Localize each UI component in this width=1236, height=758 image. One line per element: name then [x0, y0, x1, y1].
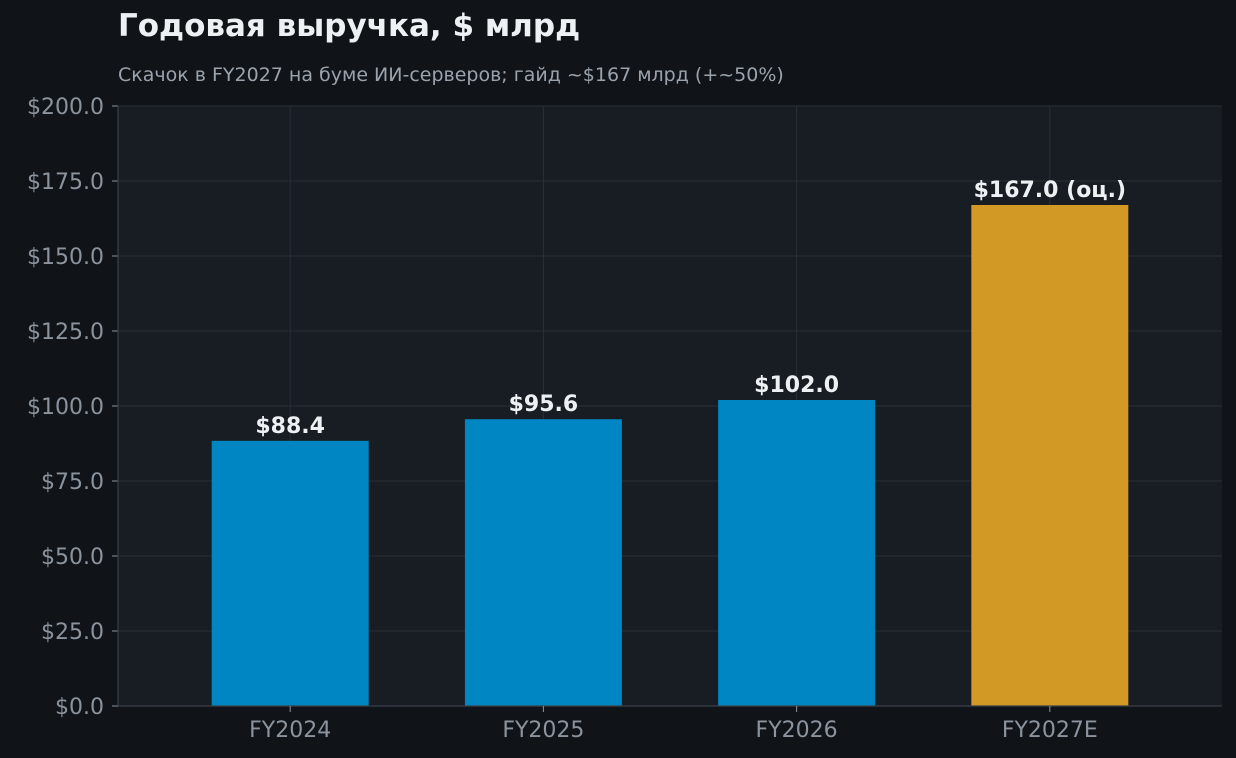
y-tick-label: $0.0: [55, 695, 104, 720]
data-label-fy2026: $102.0: [754, 373, 839, 398]
bar-fy2025: [464, 419, 622, 706]
data-label-fy2024: $88.4: [255, 414, 325, 439]
chart-subtitle: Скачок в FY2027 на буме ИИ-серверов; гай…: [118, 64, 784, 86]
x-tick-label: FY2024: [249, 718, 331, 743]
bar-fy2024: [211, 440, 369, 706]
chart-title: Годовая выручка, $ млрд: [118, 8, 581, 44]
bar-fy2026: [718, 400, 876, 706]
y-tick-label: $75.0: [41, 470, 104, 495]
x-tick-label: FY2025: [502, 718, 584, 743]
data-label-fy2025: $95.6: [509, 392, 579, 417]
y-tick-label: $50.0: [41, 545, 104, 570]
data-labels: $88.4 $95.6 $102.0 $167.0 (оц.): [255, 178, 1126, 439]
y-tick-label: $175.0: [27, 170, 104, 195]
y-tick-label: $150.0: [27, 245, 104, 270]
bars: [211, 205, 1129, 706]
y-tick-label: $100.0: [27, 395, 104, 420]
bar-fy2027e: [971, 205, 1129, 706]
y-axis: $0.0 $25.0 $50.0 $75.0 $100.0 $125.0 $150.0 $17…: [27, 95, 119, 720]
y-tick-label: $200.0: [27, 95, 104, 120]
x-axis: FY2024 FY2025 FY2026 FY2027E: [118, 705, 1222, 743]
data-label-fy2027e: $167.0 (оц.): [974, 178, 1126, 203]
x-tick-label: FY2027E: [1002, 718, 1098, 743]
y-tick-label: $25.0: [41, 620, 104, 645]
x-tick-label: FY2026: [756, 718, 838, 743]
y-tick-label: $125.0: [27, 320, 104, 345]
